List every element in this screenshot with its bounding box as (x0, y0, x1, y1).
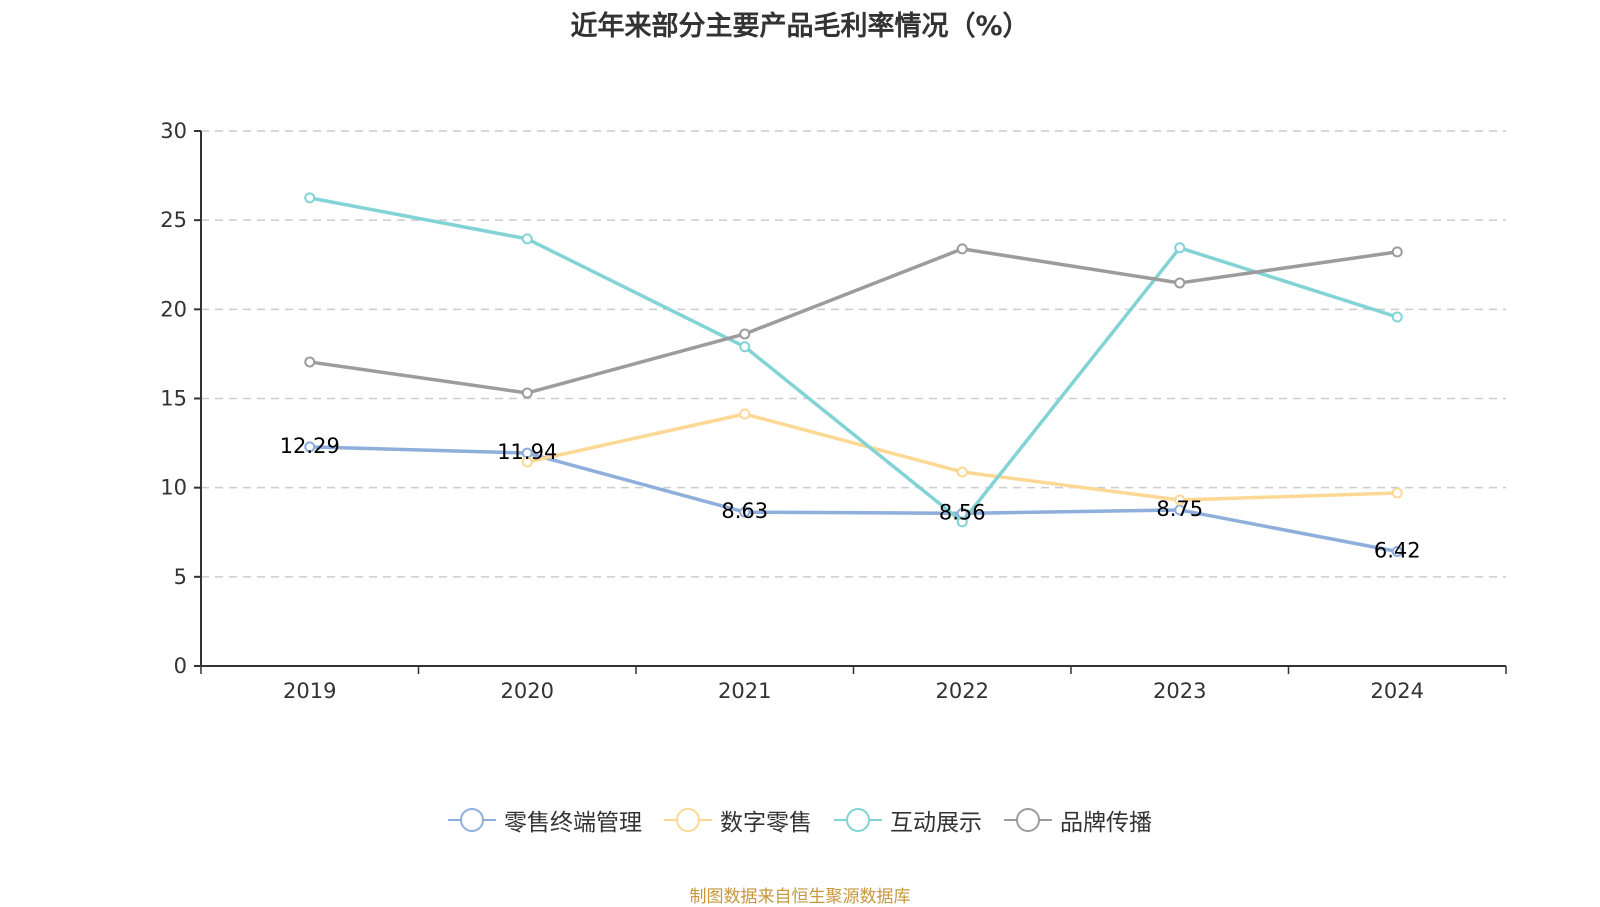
source-note: 制图数据来自恒生聚源数据库 (689, 887, 911, 907)
data-point (739, 506, 751, 518)
legend-label: 零售终端管理 (504, 810, 642, 836)
series-lines (304, 192, 1403, 558)
y-tick-label: 30 (160, 119, 187, 143)
legend: 零售终端管理 数字零售 互动展示 品牌传播 (0, 803, 1600, 837)
legend-line-circle-icon (448, 808, 496, 832)
legend-label: 数字零售 (720, 810, 812, 836)
series-line-0 (309, 445, 1398, 554)
grid-lines (201, 130, 1506, 578)
y-tick-label: 20 (160, 297, 187, 321)
y-tick-label: 25 (160, 208, 187, 232)
x-tick-label: 2019 (283, 679, 336, 703)
y-tick-label: 0 (174, 654, 187, 678)
series-line-3 (309, 247, 1398, 395)
legend-item[interactable]: 数字零售 (664, 803, 812, 837)
x-tick-label: 2020 (501, 679, 554, 703)
legend-item[interactable]: 零售终端管理 (448, 803, 642, 837)
data-point (1391, 487, 1403, 499)
data-point (1174, 242, 1186, 254)
data-point (521, 456, 533, 468)
legend-label: 品牌传播 (1060, 810, 1152, 836)
data-point (304, 441, 316, 453)
y-tick-label: 15 (160, 387, 187, 411)
axes: 0 5 10 15 20 25 30 2019 2020 2021 2022 2023 2024 (160, 119, 1507, 703)
data-label: 11.94 (497, 440, 557, 464)
data-point (1391, 311, 1403, 323)
data-label: 8.75 (1156, 497, 1203, 521)
data-point (304, 192, 316, 204)
data-point (739, 328, 751, 340)
data-point (1174, 277, 1186, 289)
x-tick-label: 2022 (936, 679, 989, 703)
data-label: 6.42 (1374, 539, 1421, 563)
data-point (739, 341, 751, 353)
data-label: 8.56 (939, 500, 986, 524)
legend-item[interactable]: 互动展示 (834, 803, 982, 837)
y-tick-label: 5 (174, 565, 187, 589)
legend-item[interactable]: 品牌传播 (1004, 803, 1152, 837)
data-point (956, 466, 968, 478)
legend-line-circle-icon (1004, 808, 1052, 832)
x-tick-label: 2024 (1371, 679, 1424, 703)
data-point (956, 243, 968, 255)
legend-line-circle-icon (664, 808, 712, 832)
data-point (304, 356, 316, 368)
legend-label: 互动展示 (890, 810, 982, 836)
data-label: 8.63 (721, 499, 768, 523)
data-point (521, 233, 533, 245)
series-line-2 (309, 196, 1398, 524)
data-point (739, 408, 751, 420)
data-labels: 12.29 11.94 8.63 8.56 8.75 6.42 (280, 434, 1421, 563)
data-point (956, 516, 968, 528)
data-point (1391, 246, 1403, 258)
data-point (1174, 494, 1186, 506)
x-tick-label: 2021 (718, 679, 771, 703)
data-point (521, 387, 533, 399)
x-tick-label: 2023 (1153, 679, 1206, 703)
data-point (1391, 546, 1403, 558)
chart-title: 近年来部分主要产品毛利率情况（%） (570, 11, 1030, 42)
data-label: 12.29 (280, 434, 340, 458)
y-tick-label: 10 (160, 476, 187, 500)
legend-line-circle-icon (834, 808, 882, 832)
